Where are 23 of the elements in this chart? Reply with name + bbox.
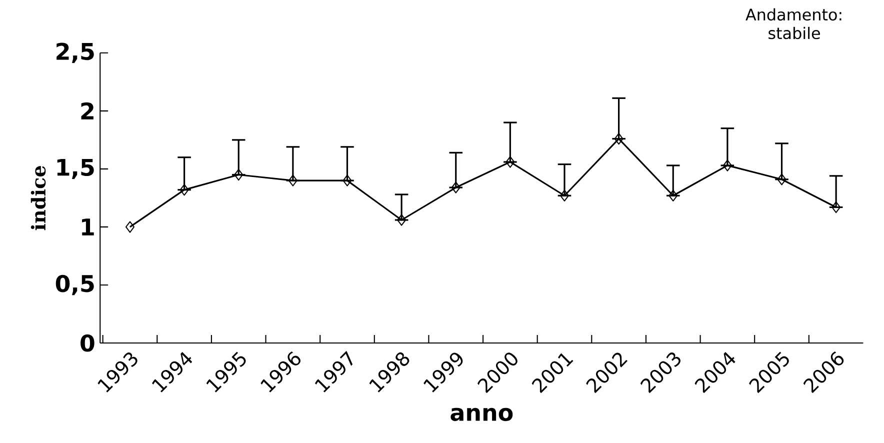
text: Andamento: stabile bbox=[746, 8, 842, 40]
y-tick-label: 0,5 bbox=[56, 274, 94, 296]
y-tick-label: 1,5 bbox=[57, 158, 94, 179]
y-tick-label: 1 bbox=[82, 218, 94, 236]
x-axis-title: anno bbox=[450, 408, 513, 422]
point bbox=[506, 156, 515, 168]
y-axis-title: indice bbox=[30, 166, 46, 230]
point bbox=[560, 190, 570, 202]
point bbox=[234, 168, 244, 181]
point bbox=[125, 221, 134, 233]
y-tick-label: 0 bbox=[80, 334, 94, 352]
point bbox=[288, 174, 298, 186]
point bbox=[614, 132, 624, 145]
point bbox=[777, 173, 786, 186]
point bbox=[722, 160, 732, 172]
y-tick-label: 2 bbox=[81, 102, 94, 120]
point bbox=[668, 190, 678, 202]
point bbox=[342, 174, 352, 186]
point bbox=[832, 201, 841, 214]
y-tick-label: 2,5 bbox=[56, 42, 94, 63]
point bbox=[397, 214, 406, 226]
point bbox=[451, 182, 460, 194]
point bbox=[180, 184, 189, 196]
